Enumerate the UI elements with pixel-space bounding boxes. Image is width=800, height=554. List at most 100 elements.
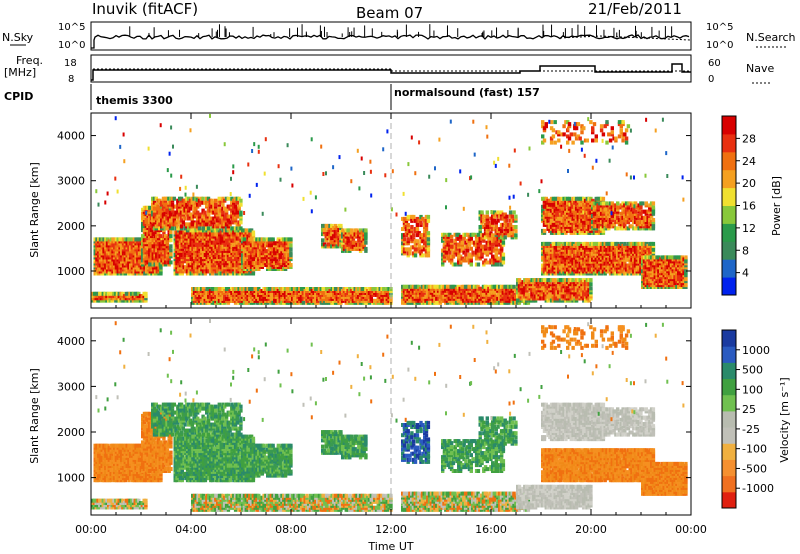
heatmap-cell	[178, 251, 183, 255]
heatmap-cell	[480, 210, 484, 215]
heatmap-cell	[101, 294, 105, 299]
heatmap-cell	[108, 291, 113, 296]
heatmap-cell	[185, 259, 190, 264]
freq-unit-label: [MHz]	[4, 66, 36, 79]
heatmap-cell	[449, 234, 454, 239]
heatmap-cell	[182, 242, 186, 247]
heatmap-cell	[175, 271, 179, 276]
heatmap-cell	[151, 262, 155, 267]
heatmap-cell	[122, 294, 127, 299]
heatmap-cell	[159, 237, 163, 242]
heatmap-cell	[501, 240, 506, 245]
heatmap-cell	[129, 263, 133, 268]
heatmap-cell	[402, 237, 407, 242]
heatmap-cell	[146, 205, 150, 210]
heatmap-cell	[94, 294, 98, 299]
heatmap-cell	[132, 269, 136, 274]
heatmap-cell	[105, 255, 110, 260]
heatmap-cell	[129, 237, 133, 242]
heatmap-cell	[93, 237, 97, 242]
heatmap-cell	[421, 253, 425, 258]
heatmap-cell	[134, 255, 138, 260]
heatmap-cell	[426, 237, 431, 242]
heatmap-cell	[180, 253, 184, 257]
heatmap-cell	[412, 214, 416, 219]
heatmap-cell	[410, 225, 414, 229]
heatmap-cell	[496, 210, 500, 215]
heatmap-cell	[158, 250, 162, 255]
heatmap-cell	[237, 291, 241, 295]
heatmap-cell	[93, 255, 97, 260]
heatmap-cell	[126, 294, 130, 299]
heatmap-cell	[191, 230, 195, 235]
heatmap-cell	[129, 245, 133, 250]
heatmap-cell	[196, 251, 200, 255]
heatmap-cell	[102, 247, 106, 252]
heatmap-cell	[458, 234, 463, 239]
nsearch-line	[559, 35, 691, 41]
heatmap-cell	[196, 238, 200, 243]
heatmap-cell	[98, 237, 103, 242]
heatmap-cell	[136, 237, 140, 242]
heatmap-cell	[141, 224, 145, 228]
heatmap-cell	[119, 296, 123, 301]
heatmap-cell	[514, 233, 518, 238]
freq-label: Freq.	[16, 54, 43, 67]
nsky-frame	[90, 21, 692, 51]
heatmap-cell	[194, 234, 199, 239]
heatmap-cell	[178, 238, 183, 243]
heatmap-cell	[460, 240, 464, 245]
heatmap-cell	[196, 230, 200, 235]
heatmap-cell	[136, 257, 140, 262]
heatmap-cell	[226, 196, 230, 201]
heatmap-cell	[178, 257, 183, 262]
heatmap-cell	[105, 294, 109, 299]
heatmap-cell	[146, 250, 150, 255]
heatmap-cell	[163, 236, 168, 241]
heatmap-cell	[126, 298, 130, 303]
heatmap-cell	[122, 298, 127, 303]
heatmap-cell	[457, 242, 461, 247]
heatmap-cell	[155, 236, 159, 241]
heatmap-cell	[133, 294, 137, 299]
heatmap-cell	[512, 210, 516, 215]
heatmap-cell	[115, 294, 120, 299]
heatmap-cell	[112, 296, 116, 301]
heatmap-cell	[196, 259, 200, 264]
heatmap-cell	[95, 255, 99, 260]
heatmap-cell	[117, 291, 121, 296]
heatmap-cell	[160, 240, 164, 245]
heatmap-cell	[165, 236, 170, 241]
heatmap-cell	[146, 252, 150, 257]
heatmap-cell	[131, 296, 136, 301]
heatmap-cell	[178, 246, 183, 251]
heatmap-cell	[173, 234, 177, 239]
heatmap-cell	[321, 238, 325, 243]
heatmap-cell	[141, 252, 145, 257]
heatmap-cell	[242, 237, 247, 242]
heatmap-cell	[239, 220, 243, 225]
heatmap-cell	[175, 238, 179, 243]
nsky-label: N.Sky	[2, 31, 34, 44]
heatmap-cell	[104, 237, 108, 242]
heatmap-cell	[485, 214, 489, 219]
heatmap-cell	[499, 229, 504, 234]
heatmap-cell	[146, 228, 150, 233]
cpid-panel: CPID themis 3300 normalsound (fast) 157	[4, 84, 540, 110]
heatmap-cell	[173, 255, 177, 260]
heatmap-cell	[221, 210, 225, 215]
heatmap-cell	[141, 262, 145, 267]
heatmap-cell	[110, 291, 114, 296]
heatmap-cell	[239, 210, 243, 215]
heatmap-cell	[364, 240, 368, 245]
freq-tick-bottom: 8	[68, 74, 74, 85]
heatmap-cell	[194, 253, 199, 257]
heatmap-cell	[144, 296, 148, 301]
heatmap-cell	[173, 263, 177, 268]
heatmap-cell	[239, 226, 243, 231]
heatmap-cell	[107, 239, 112, 244]
heatmap-cell	[91, 291, 95, 296]
heatmap-cell	[408, 251, 412, 256]
heatmap-cell	[524, 292, 529, 297]
heatmap-cell	[141, 215, 145, 220]
